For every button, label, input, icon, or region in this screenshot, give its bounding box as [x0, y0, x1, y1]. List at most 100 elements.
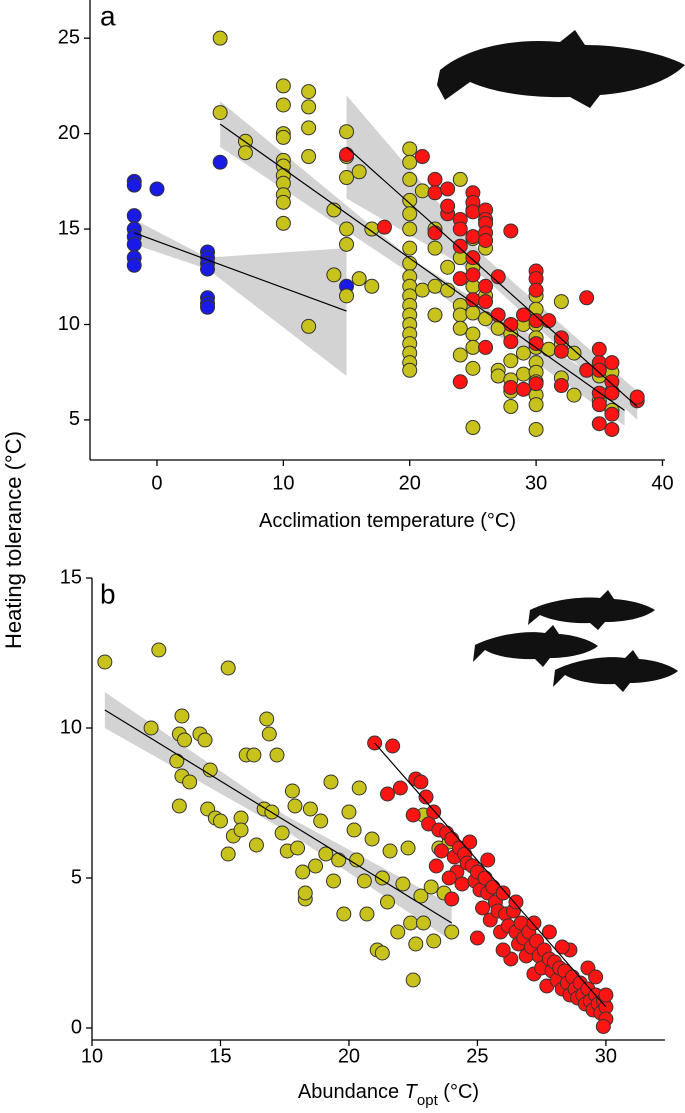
data-point	[295, 864, 311, 880]
data-point	[233, 822, 249, 838]
data-point	[413, 774, 429, 790]
x-axis-label-part: T	[405, 1081, 419, 1103]
confidence-band	[220, 101, 625, 426]
data-point	[402, 192, 418, 208]
x-axis-label-part: (°C)	[438, 1081, 479, 1103]
data-point	[301, 149, 317, 165]
data-point	[508, 894, 524, 910]
data-point	[427, 225, 443, 241]
data-point	[591, 362, 607, 378]
data-point	[579, 290, 595, 306]
data-point	[478, 278, 494, 294]
data-point	[478, 311, 494, 327]
data-point	[452, 221, 468, 237]
data-point	[490, 320, 506, 336]
data-point	[588, 969, 604, 985]
data-point	[400, 840, 416, 856]
data-point	[200, 299, 216, 315]
data-point	[259, 711, 275, 727]
data-point	[339, 288, 355, 304]
data-point	[480, 852, 496, 868]
data-point	[478, 232, 494, 248]
x-tick-label: 10	[272, 472, 294, 494]
data-point	[336, 906, 352, 922]
data-point	[248, 837, 264, 853]
data-point	[197, 732, 213, 748]
fish-icon	[437, 30, 685, 108]
data-point	[395, 876, 411, 892]
data-point	[490, 368, 506, 384]
data-point	[554, 939, 570, 955]
data-point	[415, 915, 431, 931]
data-point	[452, 271, 468, 287]
x-tick-label: 30	[525, 472, 547, 494]
data-point	[414, 282, 430, 298]
data-point	[475, 900, 491, 916]
data-point	[414, 149, 430, 165]
data-point	[495, 885, 511, 901]
data-point	[212, 105, 228, 121]
data-point	[351, 780, 367, 796]
data-point	[382, 843, 398, 859]
data-point	[405, 807, 421, 823]
data-point	[465, 229, 481, 245]
y-axis-label: Heating tolerance (°C)	[1, 431, 26, 649]
data-point	[318, 846, 334, 862]
data-point	[290, 840, 306, 856]
data-point	[339, 147, 355, 163]
fit-line	[374, 742, 607, 1008]
data-point	[182, 774, 198, 790]
data-point	[374, 945, 390, 961]
data-point	[553, 378, 569, 394]
data-point	[515, 345, 531, 361]
x-tick-label: 10	[81, 1045, 103, 1067]
data-point	[441, 870, 457, 886]
data-point	[478, 294, 494, 310]
data-point	[220, 660, 236, 676]
data-point	[452, 374, 468, 390]
data-point	[454, 876, 470, 892]
data-point	[308, 858, 324, 874]
data-point	[541, 924, 557, 940]
data-point	[444, 891, 460, 907]
data-point	[339, 236, 355, 252]
data-point	[275, 129, 291, 145]
data-point	[418, 789, 434, 805]
data-point	[405, 972, 421, 988]
data-point	[220, 846, 236, 862]
data-point	[553, 343, 569, 359]
data-point	[515, 307, 531, 323]
data-point	[339, 221, 355, 237]
data-point	[274, 825, 290, 841]
data-point	[402, 171, 418, 187]
data-point	[515, 366, 531, 382]
data-point	[246, 747, 262, 763]
data-point	[452, 320, 468, 336]
x-axis-label-part: opt	[417, 1092, 439, 1109]
data-point	[326, 267, 342, 283]
data-point	[515, 381, 531, 397]
data-point	[301, 99, 317, 115]
data-point	[604, 385, 620, 401]
x-tick-label: 0	[151, 472, 162, 494]
x-axis-label: Acclimation temperature (°C)	[259, 510, 516, 532]
data-point	[465, 420, 481, 436]
data-point	[237, 145, 253, 161]
data-point	[326, 873, 342, 889]
data-point	[297, 885, 313, 901]
data-point	[503, 399, 519, 415]
data-point	[598, 987, 614, 1003]
data-point	[452, 307, 468, 323]
data-point	[465, 204, 481, 220]
data-point	[302, 801, 318, 817]
data-point	[423, 879, 439, 895]
x-tick-label: 30	[595, 1045, 617, 1067]
data-point	[414, 183, 430, 199]
data-point	[126, 177, 142, 193]
data-point	[595, 1019, 611, 1034]
data-point	[379, 786, 395, 802]
fit-line	[346, 146, 638, 408]
y-tick-label: 5	[69, 408, 80, 430]
